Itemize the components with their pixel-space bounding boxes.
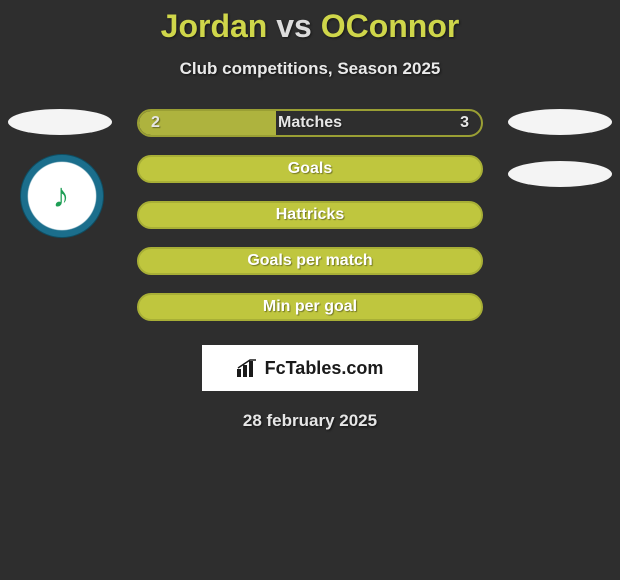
comparison-title: Jordan vs OConnor — [0, 0, 620, 45]
player-b-badge-placeholder — [508, 109, 612, 135]
goals-per-match-label: Goals per match — [247, 252, 372, 270]
player-b-club-placeholder — [508, 161, 612, 187]
stat-bar-goals-per-match: Goals per match — [137, 247, 483, 275]
bars-icon — [237, 359, 259, 377]
stat-bar-goals: Goals — [137, 155, 483, 183]
stat-bars: 2 Matches 3 Goals Hattricks Goals per ma… — [137, 109, 483, 321]
subtitle: Club competitions, Season 2025 — [0, 59, 620, 79]
stat-bar-hattricks: Hattricks — [137, 201, 483, 229]
branding-badge: FcTables.com — [202, 345, 418, 391]
stat-bar-matches: 2 Matches 3 — [137, 109, 483, 137]
vs-separator: vs — [276, 8, 312, 44]
goals-label: Goals — [288, 160, 332, 178]
stats-zone: ♪ 2 Matches 3 Goals Hattricks Goals per … — [0, 109, 620, 431]
player-a-name: Jordan — [161, 8, 268, 44]
player-a-badge-placeholder — [8, 109, 112, 135]
stat-bar-min-per-goal: Min per goal — [137, 293, 483, 321]
hattricks-label: Hattricks — [276, 206, 344, 224]
matches-label: Matches — [278, 114, 342, 132]
branding-text: FcTables.com — [265, 358, 384, 379]
harp-icon: ♪ — [53, 177, 70, 216]
player-b-name: OConnor — [321, 8, 460, 44]
generated-date: 28 february 2025 — [0, 411, 620, 431]
player-a-club-logo: ♪ — [20, 154, 104, 238]
matches-value-a: 2 — [151, 114, 160, 132]
matches-value-b: 3 — [460, 114, 469, 132]
min-per-goal-label: Min per goal — [263, 298, 357, 316]
